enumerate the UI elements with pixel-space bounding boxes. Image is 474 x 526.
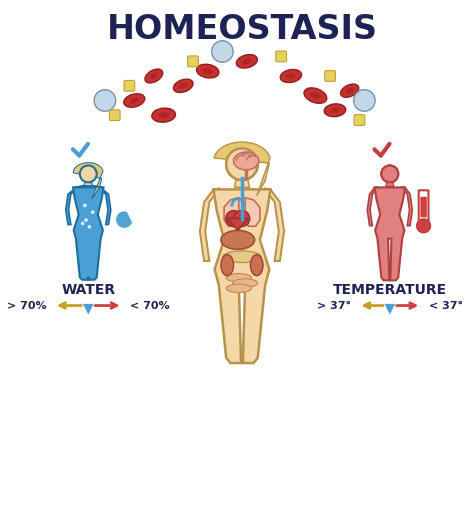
- Polygon shape: [401, 187, 412, 226]
- FancyBboxPatch shape: [325, 70, 336, 82]
- Polygon shape: [384, 304, 396, 315]
- Polygon shape: [386, 183, 394, 186]
- Polygon shape: [99, 187, 111, 225]
- Polygon shape: [214, 142, 270, 196]
- Ellipse shape: [129, 97, 139, 104]
- Ellipse shape: [226, 284, 251, 292]
- Polygon shape: [228, 218, 248, 230]
- FancyBboxPatch shape: [276, 51, 286, 62]
- Ellipse shape: [221, 255, 234, 276]
- Circle shape: [226, 148, 258, 180]
- Ellipse shape: [310, 92, 320, 99]
- Circle shape: [80, 166, 97, 183]
- Polygon shape: [374, 187, 405, 280]
- Polygon shape: [73, 186, 103, 188]
- Circle shape: [81, 221, 84, 225]
- Ellipse shape: [158, 112, 169, 118]
- Circle shape: [354, 90, 375, 112]
- Ellipse shape: [226, 274, 251, 282]
- Polygon shape: [245, 198, 260, 226]
- Polygon shape: [66, 187, 78, 225]
- Circle shape: [382, 166, 398, 183]
- Ellipse shape: [221, 230, 255, 249]
- Text: < 37°: < 37°: [429, 300, 463, 310]
- Circle shape: [226, 210, 242, 227]
- Text: TEMPERATURE: TEMPERATURE: [333, 283, 447, 297]
- Ellipse shape: [173, 79, 193, 93]
- Polygon shape: [200, 188, 220, 261]
- Polygon shape: [367, 187, 378, 226]
- Ellipse shape: [330, 107, 340, 113]
- Ellipse shape: [203, 68, 213, 74]
- Circle shape: [94, 90, 116, 112]
- Ellipse shape: [145, 69, 163, 83]
- Polygon shape: [73, 187, 103, 280]
- FancyBboxPatch shape: [124, 80, 135, 91]
- Text: WATER: WATER: [61, 283, 115, 297]
- Circle shape: [382, 166, 398, 183]
- Ellipse shape: [124, 94, 145, 107]
- Polygon shape: [224, 198, 239, 226]
- Polygon shape: [234, 180, 250, 187]
- Ellipse shape: [304, 88, 327, 103]
- Text: < 70%: < 70%: [130, 300, 170, 310]
- Ellipse shape: [324, 104, 346, 117]
- Polygon shape: [73, 163, 103, 199]
- Circle shape: [88, 225, 91, 229]
- Text: HOMEOSTASIS: HOMEOSTASIS: [107, 13, 377, 46]
- Ellipse shape: [280, 69, 301, 83]
- FancyBboxPatch shape: [419, 190, 428, 222]
- Polygon shape: [264, 188, 284, 261]
- Circle shape: [83, 204, 87, 207]
- FancyBboxPatch shape: [109, 110, 120, 120]
- Ellipse shape: [237, 55, 257, 68]
- Circle shape: [91, 210, 95, 214]
- FancyBboxPatch shape: [420, 197, 427, 217]
- Circle shape: [417, 219, 430, 232]
- Polygon shape: [83, 183, 93, 186]
- Ellipse shape: [340, 84, 359, 97]
- Text: > 70%: > 70%: [7, 300, 46, 310]
- Text: > 37°: > 37°: [317, 300, 351, 310]
- FancyBboxPatch shape: [354, 115, 365, 125]
- Ellipse shape: [223, 251, 261, 262]
- Ellipse shape: [250, 255, 263, 276]
- Ellipse shape: [234, 152, 259, 170]
- Polygon shape: [82, 304, 94, 315]
- Circle shape: [84, 218, 88, 222]
- Circle shape: [226, 148, 258, 180]
- Ellipse shape: [286, 73, 296, 79]
- Ellipse shape: [346, 88, 354, 94]
- Ellipse shape: [242, 58, 252, 64]
- Polygon shape: [116, 206, 133, 228]
- Ellipse shape: [152, 108, 175, 122]
- Circle shape: [211, 41, 233, 62]
- Circle shape: [234, 210, 250, 227]
- FancyBboxPatch shape: [188, 56, 199, 67]
- Ellipse shape: [197, 64, 219, 78]
- Ellipse shape: [150, 73, 158, 79]
- Ellipse shape: [233, 279, 258, 287]
- Polygon shape: [214, 189, 270, 363]
- Ellipse shape: [179, 83, 188, 89]
